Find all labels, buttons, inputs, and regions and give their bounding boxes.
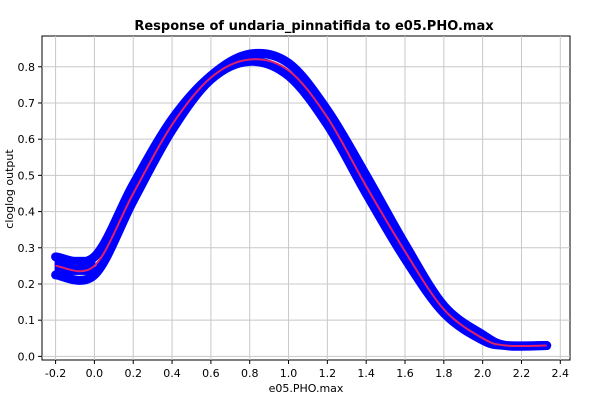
x-tick-label: 1.2 bbox=[319, 367, 337, 380]
x-tick-label: 0.8 bbox=[241, 367, 259, 380]
y-tick-label: 0.2 bbox=[18, 278, 36, 291]
x-tick-label: 2.2 bbox=[513, 367, 531, 380]
y-tick-label: 0.0 bbox=[18, 350, 36, 363]
x-tick-label: 0.6 bbox=[202, 367, 220, 380]
band-upper-line bbox=[51, 48, 552, 351]
x-axis-label: e05.PHO.max bbox=[269, 382, 344, 395]
band-lower-line bbox=[51, 56, 552, 351]
y-tick-label: 0.3 bbox=[18, 242, 36, 255]
mean-response-line bbox=[55, 58, 547, 348]
y-tick-label: 0.4 bbox=[18, 206, 36, 219]
x-tick-label: -0.2 bbox=[45, 367, 66, 380]
chart-title: Response of undaria_pinnatifida to e05.P… bbox=[134, 19, 494, 34]
y-axis-label: cloglog output bbox=[3, 149, 16, 229]
y-tick-label: 0.6 bbox=[18, 133, 36, 146]
x-tick-label: 1.4 bbox=[357, 367, 375, 380]
x-tick-label: 1.6 bbox=[396, 367, 414, 380]
grid-lines bbox=[42, 36, 570, 360]
y-tick-label: 0.5 bbox=[18, 169, 36, 182]
x-axis-ticks: -0.2 0.0 0.2 0.4 0.6 0.8 1.0 1.2 1.4 1.6 1.8 2.0 2.2… bbox=[45, 360, 569, 380]
y-tick-label: 0.1 bbox=[18, 314, 36, 327]
x-tick-label: 1.8 bbox=[435, 367, 453, 380]
x-tick-label: 0.0 bbox=[86, 367, 104, 380]
x-tick-label: 2.0 bbox=[474, 367, 492, 380]
x-tick-label: 0.2 bbox=[124, 367, 142, 380]
x-tick-label: 0.4 bbox=[163, 367, 181, 380]
y-tick-label: 0.8 bbox=[18, 61, 36, 74]
y-axis-ticks: 0.0 0.1 0.2 0.3 0.4 0.5 0.6 0.7 0.8 bbox=[18, 61, 42, 363]
x-tick-label: 2.4 bbox=[552, 367, 570, 380]
confidence-band bbox=[51, 48, 552, 351]
x-tick-label: 1.0 bbox=[280, 367, 298, 380]
y-tick-label: 0.7 bbox=[18, 97, 36, 110]
series-lines bbox=[55, 58, 547, 348]
